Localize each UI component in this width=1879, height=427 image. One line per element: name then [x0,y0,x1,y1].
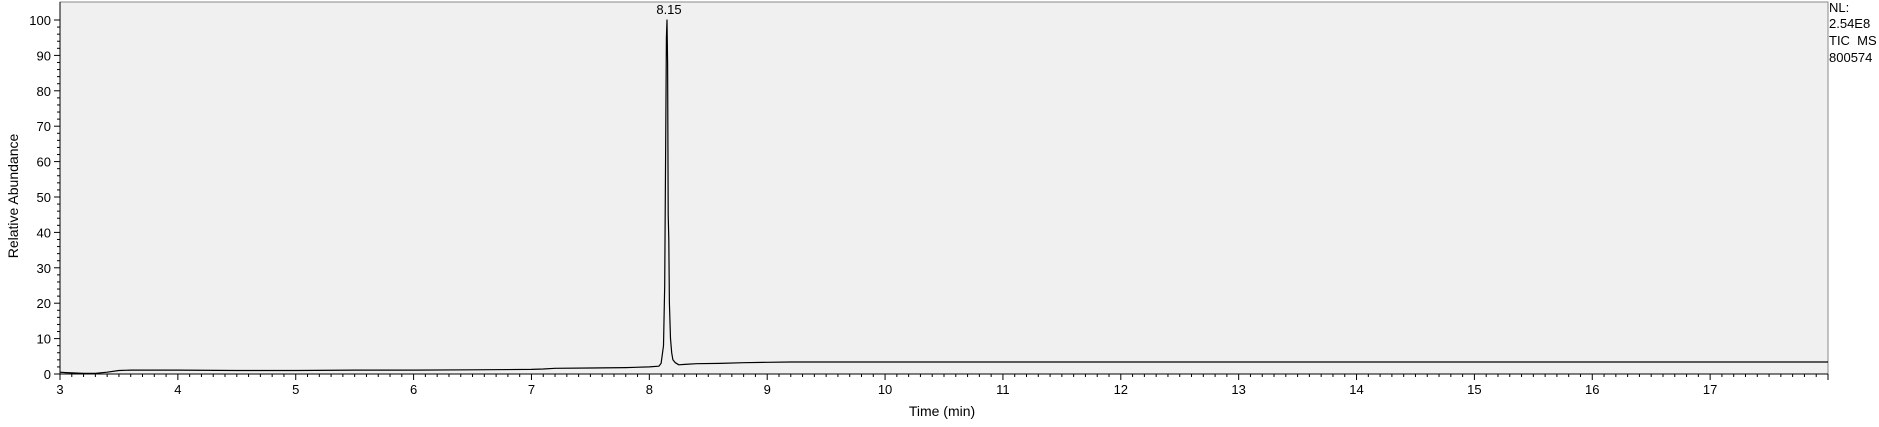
tic-trace-line [59,19,1828,374]
x-tick-label: 17 [1703,382,1717,397]
x-tick-label: 15 [1467,382,1481,397]
x-axis-label: Time (min) [909,403,975,419]
info-nl-label: NL: [1829,0,1849,15]
x-tick-label: 7 [528,382,535,397]
x-tick-label: 14 [1349,382,1363,397]
y-tick-label: 10 [37,332,51,347]
x-tick-label: 12 [1114,382,1128,397]
x-tick-label: 13 [1231,382,1245,397]
y-tick-label: 50 [37,190,51,205]
x-tick-label: 4 [174,382,181,397]
info-nl-value: 2.54E8 [1829,16,1870,31]
y-tick-label: 100 [29,13,51,28]
x-tick-label: 11 [996,382,1010,397]
y-axis: 0 10 20 30 40 50 60 70 80 90 100 [29,2,61,382]
y-tick-label: 40 [37,225,51,240]
y-tick-label: 90 [37,48,51,63]
series-layer [59,19,1828,374]
y-axis-label: Relative Abundance [5,134,21,259]
x-tick-label: 8 [646,382,653,397]
y-tick-label: 80 [37,84,51,99]
info-scan-type: TIC MS [1829,33,1877,48]
x-tick-label: 9 [764,382,771,397]
y-tick-label: 20 [37,296,51,311]
x-axis: 3 4 5 6 7 8 9 10 11 12 13 14 15 16 17 [56,373,1829,397]
x-tick-label: 16 [1585,382,1599,397]
x-tick-label: 3 [56,382,63,397]
x-tick-label: 10 [878,382,892,397]
y-tick-label: 60 [37,155,51,170]
peak-label: 8.15 [656,2,681,17]
y-tick-label: 30 [37,261,51,276]
x-tick-label: 5 [292,382,299,397]
info-file-id: 800574 [1829,50,1872,65]
x-tick-label: 6 [410,382,417,397]
plot-area [59,1,1829,375]
y-tick-label: 70 [37,119,51,134]
y-tick-label: 0 [44,367,51,382]
